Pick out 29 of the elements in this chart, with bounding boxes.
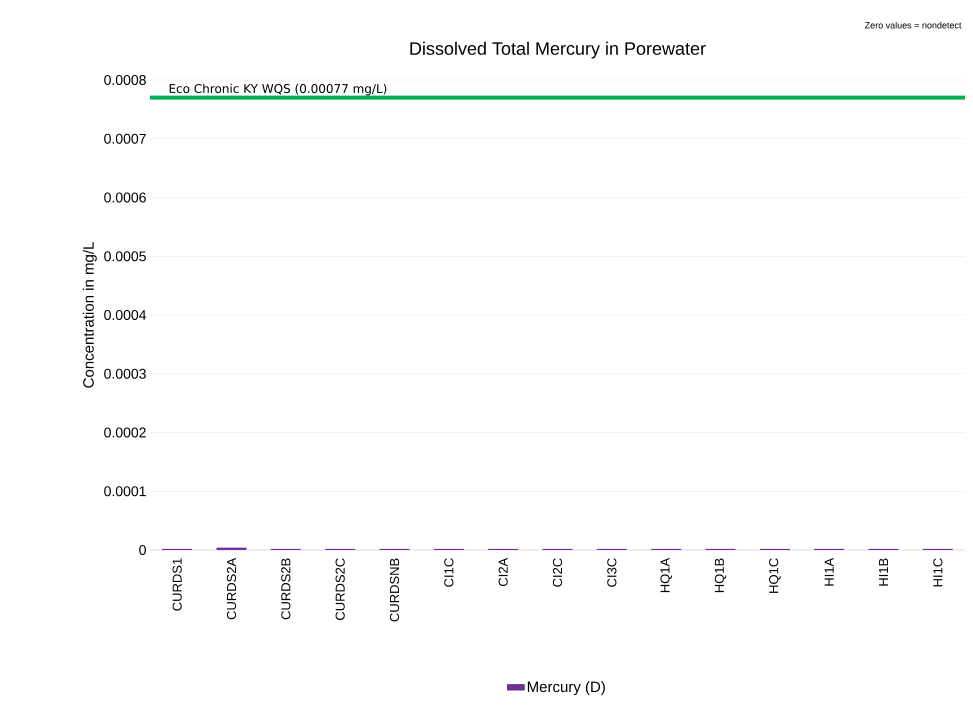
x-tick-label: HQ1A	[660, 558, 672, 592]
x-tick-label: CURDS2B	[281, 558, 290, 620]
x-tick-label: HI1C	[933, 558, 942, 586]
y-tick-label: 0.0008	[104, 75, 146, 85]
x-tick-label: HI1A	[824, 558, 834, 586]
x-tick-label: CURDS1	[172, 558, 182, 611]
ref-line-label: Eco Chronic KY WQS (0.00077 mg/L)	[170, 84, 386, 96]
x-tick-label: HQ1C	[769, 558, 781, 593]
x-tick-label: HQ1B	[714, 558, 726, 592]
y-tick-label: 0.0007	[104, 134, 146, 144]
y-tick-label: 0.0003	[104, 368, 146, 379]
x-tick-label: CI3C	[607, 558, 616, 587]
y-tick-label: 0.0004	[104, 310, 146, 320]
y-tick-label: 0.0001	[104, 486, 146, 496]
x-tick-label: CI1C	[444, 558, 454, 587]
chart-title: Dissolved Total Mercury in Porewater	[410, 42, 706, 58]
text: Zero values = nondetect	[864, 22, 962, 28]
x-tick-label: CURDSNB	[390, 558, 400, 622]
x-tick-label: CURDS2C	[336, 558, 345, 620]
x-tick-label: CURDS2A	[226, 558, 236, 620]
y-tick-label: 0.0005	[104, 251, 146, 262]
x-tick-label: CI2C	[552, 558, 562, 587]
x-tick-label: CI2A	[498, 558, 508, 586]
y-axis-title: Concentration in mg/L	[82, 242, 97, 388]
y-tick-label: 0.0002	[104, 428, 146, 438]
x-tick-label: HI1B	[879, 558, 888, 586]
legend-label: Mercury (D)	[528, 681, 605, 696]
y-tick-label: 0.0006	[104, 192, 146, 202]
y-tick-label: 0	[139, 545, 146, 555]
